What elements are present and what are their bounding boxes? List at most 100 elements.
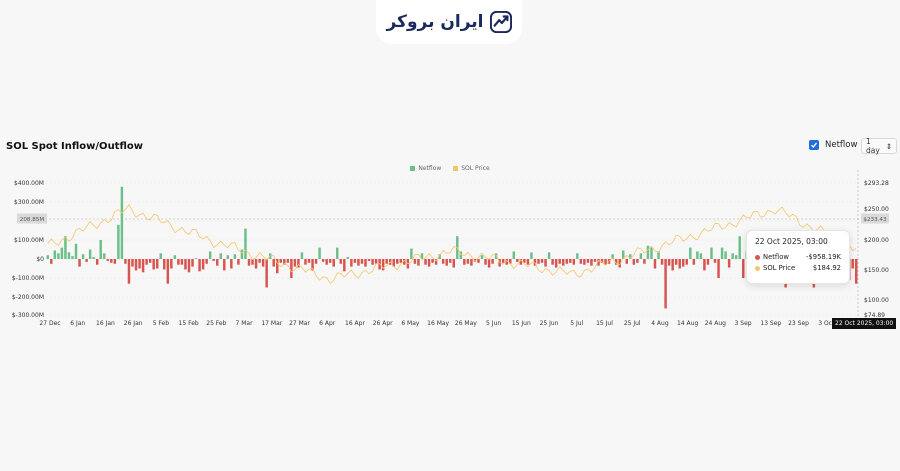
netflow-bar[interactable] xyxy=(180,259,184,265)
netflow-bar[interactable] xyxy=(523,259,526,263)
netflow-bar[interactable] xyxy=(512,251,516,259)
netflow-bar[interactable] xyxy=(611,254,614,259)
netflow-bar[interactable] xyxy=(279,259,283,263)
netflow-bar[interactable] xyxy=(343,259,346,272)
netflow-bar[interactable] xyxy=(441,259,445,264)
netflow-bar[interactable] xyxy=(187,259,191,273)
netflow-bar[interactable] xyxy=(74,243,78,259)
netflow-bar[interactable] xyxy=(371,259,374,265)
netflow-bar[interactable] xyxy=(177,259,180,265)
netflow-bar[interactable] xyxy=(272,259,275,267)
netflow-bar[interactable] xyxy=(650,247,653,259)
netflow-bar[interactable] xyxy=(449,259,452,263)
netflow-bar[interactable] xyxy=(198,259,201,272)
netflow-bar[interactable] xyxy=(742,259,745,278)
netflow-bar[interactable] xyxy=(159,253,162,259)
netflow-bar[interactable] xyxy=(226,255,230,259)
netflow-bar[interactable] xyxy=(851,259,854,269)
netflow-bar[interactable] xyxy=(124,259,127,264)
netflow-bar[interactable] xyxy=(600,259,604,263)
netflow-bar[interactable] xyxy=(276,259,279,274)
netflow-bar[interactable] xyxy=(410,248,413,259)
netflow-bar[interactable] xyxy=(583,259,586,265)
netflow-bar[interactable] xyxy=(674,259,678,265)
netflow-bar[interactable] xyxy=(657,251,660,259)
netflow-bar[interactable] xyxy=(685,259,689,265)
netflow-bar[interactable] xyxy=(99,240,102,259)
netflow-bar[interactable] xyxy=(364,259,367,267)
netflow-bar[interactable] xyxy=(88,249,92,260)
netflow-bar[interactable] xyxy=(261,259,265,267)
netflow-bar[interactable] xyxy=(237,259,240,265)
netflow-bar[interactable] xyxy=(713,259,717,263)
netflow-bar[interactable] xyxy=(350,259,353,267)
netflow-bar[interactable] xyxy=(569,259,572,263)
netflow-bar[interactable] xyxy=(572,259,576,265)
netflow-bar[interactable] xyxy=(127,259,131,284)
netflow-bar[interactable] xyxy=(244,228,247,259)
netflow-bar[interactable] xyxy=(374,259,378,264)
netflow-bar[interactable] xyxy=(265,259,268,288)
netflow-bar[interactable] xyxy=(223,259,226,271)
netflow-bar[interactable] xyxy=(381,259,385,271)
netflow-bar[interactable] xyxy=(537,259,540,264)
netflow-bar[interactable] xyxy=(413,259,417,264)
legend-item-sol-price[interactable]: SOL Price xyxy=(453,165,490,172)
netflow-bar[interactable] xyxy=(184,259,187,270)
netflow-bar[interactable] xyxy=(516,259,519,262)
netflow-bar[interactable] xyxy=(311,259,314,271)
netflow-bar[interactable] xyxy=(92,257,95,259)
netflow-bar[interactable] xyxy=(427,259,431,267)
netflow-bar[interactable] xyxy=(727,259,731,268)
netflow-bar[interactable] xyxy=(134,259,138,271)
netflow-bar[interactable] xyxy=(470,259,473,266)
netflow-bar[interactable] xyxy=(509,259,512,264)
netflow-bar[interactable] xyxy=(233,254,237,259)
brand-logo[interactable]: ایران بروکر xyxy=(376,0,522,44)
netflow-bar[interactable] xyxy=(367,259,371,261)
netflow-bar[interactable] xyxy=(636,259,639,263)
netflow-bar[interactable] xyxy=(632,259,636,265)
netflow-bar[interactable] xyxy=(194,258,198,259)
netflow-bar[interactable] xyxy=(304,259,307,265)
netflow-bar[interactable] xyxy=(660,259,664,265)
netflow-bar[interactable] xyxy=(699,253,703,259)
netflow-bar[interactable] xyxy=(332,259,335,267)
netflow-bar[interactable] xyxy=(720,247,724,259)
netflow-bar[interactable] xyxy=(452,259,455,268)
netflow-bar[interactable] xyxy=(678,259,681,269)
netflow-bar[interactable] xyxy=(173,255,177,259)
netflow-bar[interactable] xyxy=(148,259,152,263)
netflow-bar[interactable] xyxy=(586,259,590,263)
netflow-bar[interactable] xyxy=(505,259,508,265)
netflow-bar[interactable] xyxy=(618,259,621,268)
netflow-bar[interactable] xyxy=(286,259,290,263)
netflow-bar[interactable] xyxy=(163,259,166,270)
netflow-bar[interactable] xyxy=(667,259,671,266)
netflow-bar[interactable] xyxy=(473,259,477,262)
netflow-bar[interactable] xyxy=(703,259,706,271)
netflow-bar[interactable] xyxy=(396,259,399,264)
netflow-bar[interactable] xyxy=(484,259,487,265)
netflow-toggle[interactable]: Netflow xyxy=(809,140,857,150)
netflow-bar[interactable] xyxy=(71,256,74,259)
netflow-bar[interactable] xyxy=(544,259,547,267)
netflow-bar[interactable] xyxy=(519,259,523,265)
netflow-bar[interactable] xyxy=(526,259,530,265)
netflow-bar[interactable] xyxy=(689,247,692,259)
legend-item-netflow[interactable]: Netflow xyxy=(410,165,441,172)
netflow-bar[interactable] xyxy=(431,259,434,263)
netflow-bar[interactable] xyxy=(131,259,134,267)
netflow-bar[interactable] xyxy=(445,259,448,266)
netflow-bar[interactable] xyxy=(110,259,113,263)
netflow-checkbox[interactable] xyxy=(809,140,819,150)
netflow-bar[interactable] xyxy=(307,259,311,263)
netflow-bar[interactable] xyxy=(576,253,579,259)
netflow-bar[interactable] xyxy=(682,259,685,267)
netflow-bar[interactable] xyxy=(491,259,494,264)
netflow-bar[interactable] xyxy=(81,254,85,259)
netflow-bar[interactable] xyxy=(336,247,339,259)
netflow-bar[interactable] xyxy=(653,259,657,269)
netflow-bar[interactable] xyxy=(50,259,53,264)
interval-select[interactable]: 1 day ⇕ xyxy=(861,137,897,155)
